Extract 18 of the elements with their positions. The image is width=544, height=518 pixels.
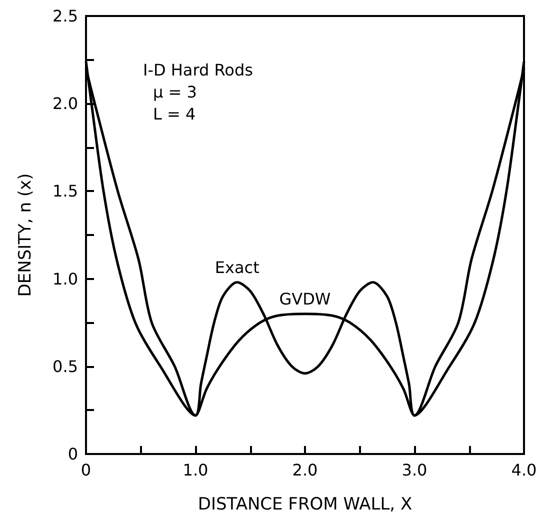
y-tick-label: 2.0 — [52, 94, 78, 114]
y-tick-label: 1.5 — [52, 182, 78, 201]
y-tick-label: 1.0 — [52, 269, 78, 288]
annotation: I-D Hard Rods — [143, 60, 253, 80]
y-tick-label: 0.5 — [52, 356, 78, 376]
y-axis-title: DENSITY, n (x) — [16, 173, 36, 297]
y-tick-label: 2.5 — [52, 6, 78, 26]
x-tick-label: 4.0 — [511, 460, 537, 480]
x-tick-label: 1.0 — [182, 460, 208, 480]
series-label: GVDW — [279, 289, 331, 308]
annotation: L = 4 — [153, 104, 196, 124]
x-tick-label: 0 — [80, 460, 92, 480]
series-label: Exact — [214, 258, 260, 277]
x-axis-title: DISTANCE FROM WALL, X — [198, 494, 412, 514]
x-tick-label: 2.0 — [292, 460, 318, 480]
annotation: μ = 3 — [153, 82, 197, 102]
x-tick-label: 3.0 — [402, 460, 428, 480]
y-tick-label: 0 — [68, 444, 78, 464]
